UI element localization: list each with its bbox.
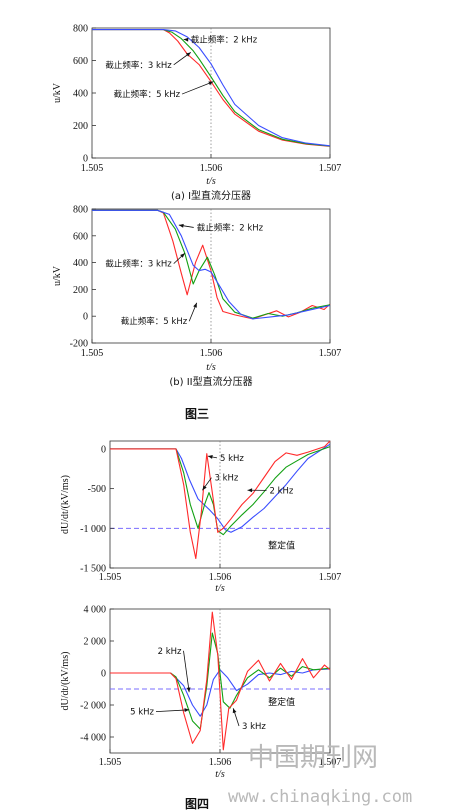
series-line-blue	[110, 668, 331, 717]
chart-2: -200 0 200 400 600 800 1.505 1.506 1.507 t/s u/kV 截…	[52, 205, 341, 389]
y-tick-label: 400	[73, 258, 88, 269]
annotation-arrowhead	[208, 81, 214, 86]
chart-1: 0 200 400 600 800 1.505 1.506 1.507 t/s u/kV 截止频率：…	[52, 24, 341, 203]
y-tick-label: 0	[101, 444, 106, 455]
x-tick-label: 1.505	[81, 348, 104, 359]
series-line-blue	[92, 209, 331, 320]
y-axis-label: dU/dt/(kV/ms)	[60, 475, 71, 534]
figure-caption-4: 图四	[185, 797, 210, 811]
annotation-arrowhead	[185, 52, 191, 57]
annotation-arrowhead	[180, 253, 185, 258]
series-line-red	[110, 440, 331, 560]
y-tick-label: 400	[73, 89, 88, 100]
threshold-label: 整定值	[268, 539, 295, 550]
annotation-arrowhead	[184, 708, 190, 712]
x-tick-label: 1.505	[81, 163, 104, 174]
chart-3: 整定值 -1 500 -1 000 -500 0 1.505 1.506 1.507 t/s dU…	[60, 440, 342, 594]
x-axis-label: t/s	[206, 362, 216, 373]
annotation-label: 截止频率：5 kHz	[121, 316, 188, 327]
y-tick-label: 600	[73, 231, 88, 242]
annotation-label: 5 kHz	[130, 708, 154, 718]
annotation-label: 3 kHz	[242, 722, 266, 732]
annotation-label: 截止频率：2 kHz	[191, 35, 258, 46]
annotation-label: 截止频率：2 kHz	[197, 222, 264, 233]
annotation-label: 3 kHz	[215, 474, 239, 484]
y-tick-label: 0	[83, 154, 88, 165]
figure-caption-3: 图三	[185, 407, 210, 421]
series-line-red	[110, 611, 331, 751]
annotation-label: 截止频率：3 kHz	[105, 259, 172, 270]
annotation-arrow	[181, 81, 214, 95]
subfigure-caption: (a) I型直流分压器	[171, 189, 251, 202]
y-axis-label: u/kV	[52, 82, 63, 103]
y-axis-label: u/kV	[52, 265, 63, 286]
annotation-label: 2 kHz	[270, 486, 294, 496]
y-tick-label: 2 000	[84, 637, 107, 648]
y-tick-label: 800	[73, 205, 88, 216]
annotation-arrow	[183, 650, 190, 693]
x-axis-label: t/s	[206, 176, 216, 187]
y-tick-label: 0	[83, 312, 88, 323]
x-tick-label: 1.506	[200, 163, 223, 174]
y-tick-label: 4 000	[84, 605, 107, 616]
y-tick-label: 200	[73, 121, 88, 132]
y-tick-label: 0	[101, 669, 106, 680]
y-tick-label: 600	[73, 56, 88, 67]
series-line-green	[92, 29, 331, 147]
x-tick-label: 1.506	[200, 348, 223, 359]
annotation-arrowhead	[186, 687, 191, 693]
series-line-green	[110, 446, 331, 536]
y-tick-label: 200	[73, 285, 88, 296]
y-tick-label: -500	[88, 484, 106, 495]
annotation-label: 截止频率：3 kHz	[105, 60, 172, 71]
y-tick-label: -1 000	[80, 524, 106, 535]
annotation-arrowhead	[247, 488, 253, 493]
x-tick-label: 1.507	[319, 757, 342, 768]
annotation-arrowhead	[183, 37, 189, 42]
chart-4: 整定值 -4 000 -2 000 0 2 000 4 000 1.505 1.506 1.50…	[60, 605, 341, 781]
series-line-blue	[92, 29, 331, 147]
x-axis-label: t/s	[215, 583, 225, 594]
annotation-arrow	[155, 709, 190, 712]
watermark-chinese: 中国期刊网	[248, 743, 379, 773]
subfigure-caption: (b) II型直流分压器	[169, 375, 252, 388]
annotation-label: 截止频率：5 kHz	[114, 89, 181, 100]
y-tick-label: -1 500	[80, 564, 106, 575]
x-tick-label: 1.507	[319, 163, 342, 174]
x-tick-label: 1.505	[99, 757, 122, 768]
annotation-arrowhead	[202, 485, 207, 491]
annotation-arrowhead	[232, 708, 237, 714]
threshold-label: 整定值	[268, 696, 295, 707]
x-axis-label: t/s	[215, 769, 225, 780]
series-line-blue	[110, 443, 331, 533]
annotation-arrowhead	[178, 223, 184, 228]
y-tick-label: -2 000	[80, 701, 106, 712]
x-tick-label: 1.506	[209, 757, 232, 768]
x-tick-label: 1.507	[319, 348, 342, 359]
series-line-green	[110, 632, 331, 730]
watermark-url: www.chinaqking.com	[228, 787, 413, 807]
annotation-arrowhead	[207, 455, 213, 459]
annotation-label: 2 kHz	[158, 647, 182, 657]
annotation-label: 5 kHz	[220, 454, 244, 464]
y-tick-label: -200	[70, 339, 88, 350]
annotation-arrowhead	[193, 302, 197, 308]
y-tick-label: -4 000	[80, 733, 106, 744]
y-axis-label: dU/dt/(kV/ms)	[60, 652, 71, 711]
y-tick-label: 800	[73, 24, 88, 35]
x-tick-label: 1.506	[209, 572, 232, 583]
x-tick-label: 1.505	[99, 572, 122, 583]
x-tick-label: 1.507	[319, 572, 342, 583]
